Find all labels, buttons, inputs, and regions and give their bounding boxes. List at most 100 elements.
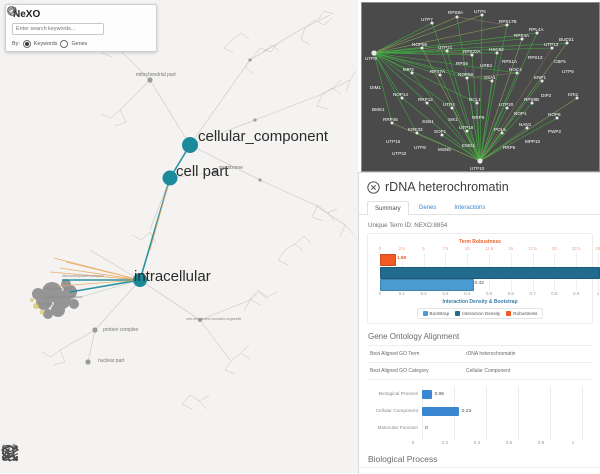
layers-icon[interactable] [0, 443, 20, 463]
go-axis-tick: 0.8 [537, 440, 545, 445]
svg-text:RPS4A: RPS4A [514, 33, 530, 38]
bottom-axis-ticks: 0 0.1 0.2 0.3 0.4 0.5 0.6 0.7 0.8 0.9 1 [374, 291, 599, 298]
svg-text:UTP15: UTP15 [386, 139, 401, 144]
radio-keywords-label[interactable]: Keywords [33, 41, 58, 47]
biological-process-heading: Biological Process [359, 448, 600, 468]
go-axis-tick: 1 [571, 440, 575, 445]
search-panel[interactable]: NeXO ? By: [5, 4, 157, 52]
tab-summary[interactable]: Summary [367, 201, 409, 215]
expand-icon[interactable] [6, 5, 13, 17]
svg-text:UTP18: UTP18 [459, 125, 474, 130]
tree-label-protein-complex[interactable]: protein complex [103, 327, 139, 333]
svg-text:NOP56: NOP56 [412, 42, 428, 47]
tree-toolbar[interactable] [0, 443, 358, 473]
tree-label-membrane[interactable]: membrane [219, 165, 243, 171]
close-circle-icon[interactable] [367, 180, 380, 194]
term-title: rDNA heterochromatin [385, 180, 509, 194]
top-tick: 7.5 [442, 246, 449, 251]
svg-text:UTP6: UTP6 [474, 9, 486, 14]
svg-text:URB1: URB1 [480, 63, 493, 68]
robustness-chart-card: Term Robustness 0 2.5 5 7.5 10 12.5 15 17.5 20 22… [367, 233, 600, 324]
svg-text:RRP5: RRP5 [503, 145, 516, 150]
go-axis-tick: 0 [411, 440, 415, 445]
help-icon[interactable]: ? [6, 5, 18, 17]
tree-node-cellular-component [182, 137, 198, 153]
svg-text:PWP2: PWP2 [548, 129, 561, 134]
top-tick: 22.5 [571, 246, 581, 251]
tree-label-mitochondrial-part[interactable]: mitochondrial part [136, 72, 176, 78]
svg-text:SIK1: SIK1 [448, 117, 458, 122]
svg-text:NOP1: NOP1 [514, 111, 527, 116]
svg-text:UTP8: UTP8 [414, 145, 426, 150]
svg-text:NOP6: NOP6 [548, 112, 561, 117]
top-tick: 2.5 [398, 246, 405, 251]
bar-value: 0.42 [474, 281, 484, 286]
bottom-tick: 0.5 [485, 291, 493, 296]
gene-interaction-network[interactable]: UTP9 UTP10 UTP7 RPS8A UTP6 RPS17B RPS4A RPL4… [361, 2, 600, 172]
go-category-label: Cellular Component [375, 409, 418, 414]
bar-robustness [380, 254, 396, 266]
go-alignment-table: Best Aligned GO Term rDNA heterochromati… [368, 345, 592, 380]
go-axis-tick: 0.2 [441, 440, 449, 445]
ontology-tree-view[interactable]: cellular_component cell part intracellul… [0, 0, 358, 473]
gridline [582, 386, 583, 440]
top-tick: 10 [464, 246, 470, 251]
term-detail-panel: rDNA heterochromatin Summary Genes Inter… [358, 172, 600, 474]
legend-bootstrap-label: Bootstrap [429, 311, 450, 316]
tab-genes[interactable]: Genes [418, 205, 437, 211]
tree-label-cellular-component[interactable]: cellular_component [198, 128, 329, 145]
bottom-axis-title: Interaction Density & Bootstrap [442, 299, 518, 305]
tree-label-nuclear-part[interactable]: nuclear part [98, 358, 125, 364]
gridline [518, 386, 519, 440]
legend-bootstrap: Bootstrap [422, 311, 450, 316]
legend-interaction-density-label: Interaction Density [462, 311, 501, 316]
svg-text:RPS1A: RPS1A [502, 59, 518, 64]
top-axis-title: Term Robustness [459, 239, 501, 245]
tab-interactions[interactable]: Interactions [454, 205, 486, 211]
radio-keywords[interactable] [22, 40, 31, 48]
svg-text:RPS9B: RPS9B [524, 97, 539, 102]
gene-network-graph[interactable]: UTP9 UTP10 UTP7 RPS8A UTP6 RPS17B RPS4ARPL4… [362, 3, 599, 171]
gene-label-hub-utp10: UTP10 [470, 166, 485, 171]
legend-robustness: Robustness [506, 311, 537, 316]
svg-text:UTP20: UTP20 [499, 102, 514, 107]
tree-node-cell-part [162, 170, 178, 186]
svg-text:RPS13: RPS13 [528, 55, 543, 60]
svg-text:NOP14: NOP14 [393, 92, 409, 97]
tree-label-preribosome-precursor[interactable]: preribosome precursor [46, 295, 83, 299]
tree-label-ribonucleoprotein-complex[interactable]: ribonucleoprotein complex [62, 274, 104, 278]
tree-label-non-membrane-bounded-organelle[interactable]: non-membrane-bounded organelle [186, 317, 242, 321]
svg-text:SSB1: SSB1 [422, 119, 434, 124]
legend-interaction-density: Interaction Density [455, 311, 500, 316]
ontology-tree-graph[interactable] [0, 0, 358, 473]
gridline [550, 386, 551, 440]
go-category-chart: Biological Process 0.06 Cellular Component… [368, 386, 592, 440]
svg-text:UTP13: UTP13 [544, 42, 559, 47]
radio-genes[interactable] [60, 40, 69, 48]
tree-label-intracellular[interactable]: intracellular [134, 268, 211, 285]
legend-interaction-density-swatch [455, 311, 461, 316]
detail-tabs[interactable]: Summary Genes Interactions [359, 200, 600, 215]
tree-label-nucleolus[interactable]: nucleolus [38, 302, 54, 306]
legend-robustness-label: Robustness [513, 311, 538, 316]
svg-text:BMS1: BMS1 [372, 107, 385, 112]
search-input[interactable] [12, 23, 104, 35]
go-bar-value: 0 [425, 426, 428, 431]
go-category-axis: 0 0.2 0.4 0.6 0.8 1 [411, 440, 600, 448]
go-bar-value: 0.06 [434, 392, 444, 397]
tree-label-cell-part[interactable]: cell part [176, 163, 229, 180]
svg-text:DIP2: DIP2 [541, 93, 552, 98]
legend-robustness-swatch [506, 311, 512, 316]
svg-text:KRI1: KRI1 [568, 92, 579, 97]
svg-text:UTP21: UTP21 [438, 45, 453, 50]
unique-term-id: Unique Term ID: NEXO:8854 [368, 222, 448, 229]
tree-label-ribosomal-subunit[interactable]: ribosomal subunit [44, 287, 73, 291]
chart-legend: Bootstrap Interaction Density Robustness [416, 308, 544, 319]
radio-genes-label[interactable]: Genes [71, 41, 88, 47]
svg-text:BUD21: BUD21 [559, 37, 574, 42]
bottom-tick: 0.7 [529, 291, 536, 296]
go-term-value: rDNA heterochromatin [466, 351, 516, 357]
svg-text:KRE33: KRE33 [408, 127, 423, 132]
svg-text:SOF1: SOF1 [434, 129, 446, 134]
